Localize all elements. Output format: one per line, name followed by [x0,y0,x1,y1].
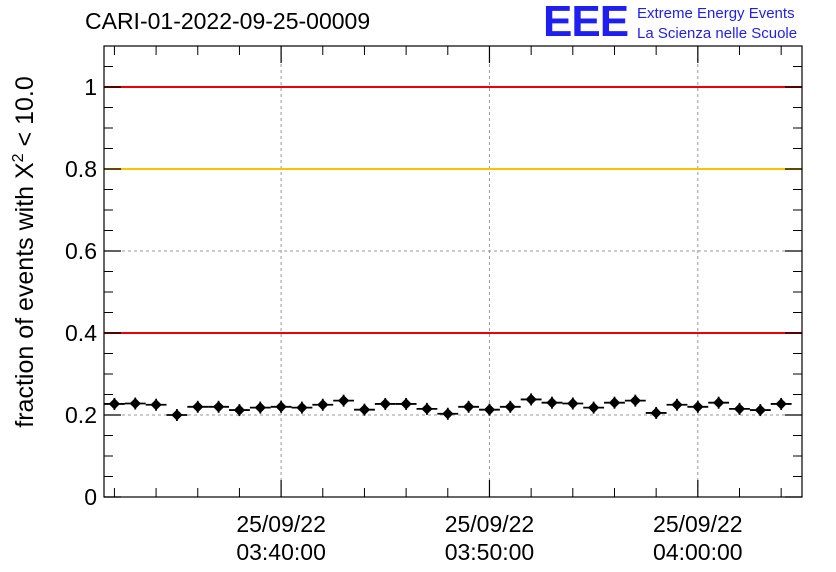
point-marker [421,403,433,415]
data-point [354,403,375,416]
data-point [416,402,438,415]
point-marker [587,401,600,414]
y-tick-label: 1 [84,74,97,100]
data-point [166,409,188,421]
data-point [145,398,167,411]
point-marker [442,408,454,420]
point-marker [337,394,350,407]
point-marker [233,404,246,416]
point-marker [296,401,308,414]
x-tick-label-time: 04:00:00 [653,539,743,565]
data-point [374,397,396,410]
point-marker [379,398,391,410]
point-marker [712,397,725,409]
data-point [270,400,292,413]
data-point [645,406,667,419]
x-tick-label-date: 25/09/22 [236,511,326,537]
y-tick-label: 0.4 [65,320,97,346]
point-marker [400,398,412,410]
point-marker [546,397,558,409]
point-marker [129,397,141,410]
axis-ticks [104,45,802,498]
point-marker [629,394,641,407]
point-marker [108,398,121,410]
data-point [291,401,313,414]
point-marker [775,398,787,410]
data-point [708,396,730,409]
point-marker [275,401,287,413]
grid-layer [104,46,802,497]
axis-labels: 00.20.40.60.8125/09/2203:40:0025/09/2203… [65,74,743,565]
point-marker [150,399,162,411]
y-tick-label: 0.8 [65,156,97,182]
data-point [479,403,500,416]
logo-text-line2: La Scienza nelle Scuole [637,25,798,42]
data-point [187,400,209,413]
point-marker [608,397,621,409]
point-marker [671,399,683,411]
logo-mark: EEE [543,0,629,46]
point-marker [650,407,662,419]
data-point [729,402,750,415]
data-point [583,401,605,414]
data-point [520,393,542,406]
y-axis-title-tail: < 10.0 [11,76,39,153]
data-point [249,401,271,414]
x-tick-label-time: 03:50:00 [445,539,535,565]
data-point [666,398,688,411]
y-tick-label: 0.6 [65,238,97,264]
point-marker [171,409,183,421]
point-marker [733,403,746,415]
data-point [229,404,250,417]
y-tick-label: 0 [84,484,97,510]
plot-frame [103,45,803,498]
x-tick-label-date: 25/09/22 [653,511,743,537]
data-point [104,397,125,410]
point-marker [504,401,516,413]
point-marker [525,393,537,406]
point-marker [254,401,266,414]
y-axis-title-main: fraction of events with X [11,162,39,428]
run-title: CARI-01-2022-09-25-00009 [85,8,371,34]
x-tick-label-time: 03:40:00 [236,539,326,565]
point-marker [567,397,579,410]
point-marker [192,401,204,413]
data-point [499,400,521,413]
y-tick-label: 0.2 [65,402,97,428]
data-point [312,398,334,411]
point-marker [317,399,329,411]
data-point [687,400,709,413]
y-axis-title-superscript: 2 [10,153,27,162]
point-marker [462,401,475,413]
point-marker [358,404,371,416]
x-tick-label-date: 25/09/22 [445,511,535,537]
data-point [541,396,563,409]
data-point [624,394,646,407]
point-marker [483,404,496,416]
data-point [395,397,417,410]
data-point [208,400,230,413]
data-point [604,396,625,409]
reference-lines [104,86,802,334]
data-point [562,397,584,410]
data-point [458,400,480,413]
data-point [333,394,355,407]
eee-logo: EEE Extreme Energy Events La Scienza nel… [543,0,833,47]
point-marker [212,401,225,413]
data-point [770,397,792,410]
logo-text-line1: Extreme Energy Events [637,5,795,22]
point-marker [754,404,766,416]
data-point [749,404,771,417]
point-marker [692,401,704,413]
y-axis-title: fraction of events with X2 < 10.0 [10,76,39,427]
data-point [124,397,146,410]
data-points [104,393,792,421]
data-point [437,407,459,420]
